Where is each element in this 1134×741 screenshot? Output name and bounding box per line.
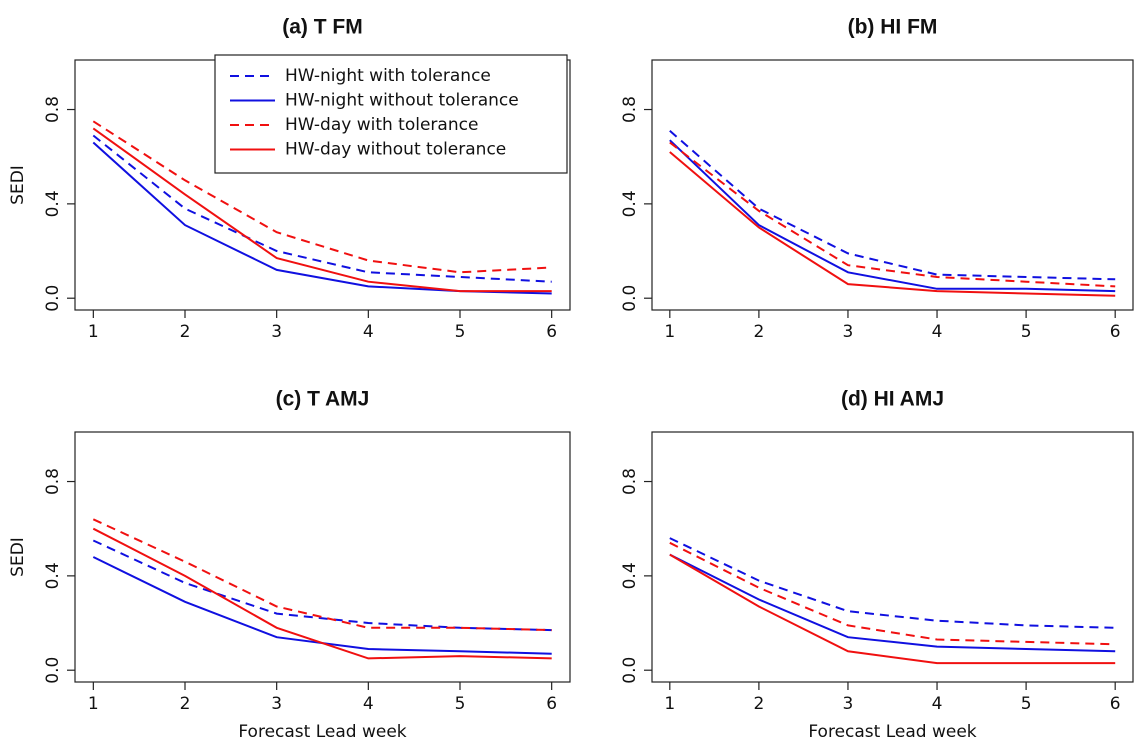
x-axis-label: Forecast Lead week — [808, 722, 976, 741]
x-tick-label: 3 — [271, 694, 282, 714]
y-tick-label: 0.4 — [43, 562, 63, 589]
panel-title: (d) HI AMJ — [841, 388, 944, 411]
plot-frame — [651, 431, 1134, 683]
legend-label: HW-day with tolerance — [285, 115, 478, 135]
x-tick-label: 1 — [664, 322, 675, 342]
series-line — [669, 151, 1116, 297]
x-tick-label: 5 — [1021, 694, 1032, 714]
legend-box — [214, 54, 568, 174]
plot-frame — [74, 431, 571, 683]
panel: (a) T FM 1 2 3 4 5 6 0.0 0.4 0.8 SEDI HW-night with… — [8, 16, 571, 342]
panel: (b) HI FM 1 2 3 4 5 6 0.0 0.4 0.8 — [620, 16, 1134, 342]
panel: (d) HI AMJ 1 2 3 4 5 6 0.0 0.4 0.8 Forecast Lead w… — [620, 388, 1134, 741]
y-tick-label: 0.0 — [620, 657, 640, 684]
y-tick-label: 0.8 — [620, 96, 640, 123]
series-line — [92, 127, 552, 293]
panel-title: (a) T FM — [282, 16, 362, 39]
series-line — [92, 527, 552, 660]
panel-title: (b) HI FM — [848, 16, 938, 39]
series-line — [92, 539, 552, 632]
x-tick-label: 2 — [753, 322, 764, 342]
series-line — [669, 553, 1116, 665]
x-tick-label: 5 — [455, 322, 466, 342]
y-tick-label: 0.0 — [43, 657, 63, 684]
series-line — [92, 134, 552, 283]
series-line — [669, 537, 1116, 629]
x-tick-label: 6 — [1110, 322, 1121, 342]
x-tick-label: 6 — [546, 694, 557, 714]
legend-label: HW-night without tolerance — [285, 91, 519, 111]
x-tick-label: 2 — [180, 322, 191, 342]
series-line — [669, 553, 1116, 653]
y-tick-label: 0.4 — [620, 562, 640, 589]
y-tick-label: 0.8 — [43, 96, 63, 123]
x-tick-label: 2 — [180, 694, 191, 714]
series-line — [92, 120, 552, 274]
series-line — [669, 141, 1116, 288]
x-tick-label: 4 — [932, 694, 943, 714]
x-tick-label: 2 — [753, 694, 764, 714]
legend-label: HW-night with tolerance — [285, 66, 491, 86]
y-axis-label: SEDI — [8, 537, 28, 577]
x-tick-label: 3 — [843, 322, 854, 342]
y-tick-label: 0.4 — [620, 190, 640, 217]
x-axis-label: Forecast Lead week — [238, 722, 406, 741]
x-tick-label: 5 — [1021, 322, 1032, 342]
x-tick-label: 4 — [363, 694, 374, 714]
x-tick-label: 3 — [271, 322, 282, 342]
x-tick-label: 1 — [88, 694, 99, 714]
x-tick-label: 4 — [932, 322, 943, 342]
x-tick-label: 1 — [664, 694, 675, 714]
plot-frame — [651, 59, 1134, 311]
y-tick-label: 0.8 — [620, 468, 640, 495]
panel: (c) T AMJ 1 2 3 4 5 6 0.0 0.4 0.8 SEDI Forecast Lea… — [8, 388, 571, 741]
series-line — [669, 541, 1116, 646]
series-line — [669, 139, 1116, 293]
y-axis-label: SEDI — [8, 165, 28, 205]
x-tick-label: 1 — [88, 322, 99, 342]
y-tick-label: 0.0 — [620, 285, 640, 312]
x-tick-label: 6 — [546, 322, 557, 342]
series-line — [92, 518, 552, 632]
legend-label: HW-day without tolerance — [285, 140, 506, 160]
panel-title: (c) T AMJ — [276, 388, 370, 411]
x-tick-label: 4 — [363, 322, 374, 342]
x-tick-label: 6 — [1110, 694, 1121, 714]
y-tick-label: 0.4 — [43, 190, 63, 217]
series-line — [669, 130, 1116, 281]
x-tick-label: 3 — [843, 694, 854, 714]
y-tick-label: 0.0 — [43, 285, 63, 312]
y-tick-label: 0.8 — [43, 468, 63, 495]
x-tick-label: 5 — [455, 694, 466, 714]
